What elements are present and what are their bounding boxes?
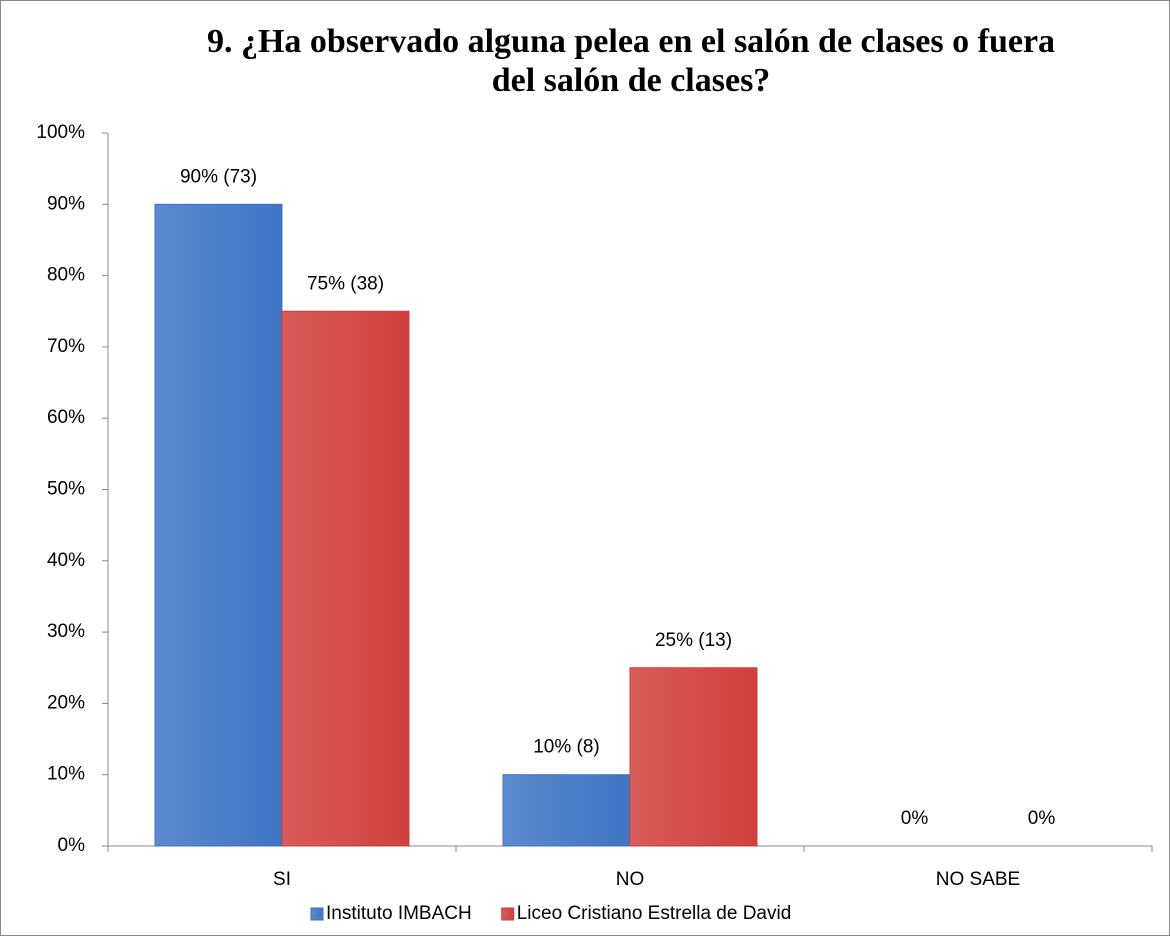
- legend-swatch: [501, 907, 515, 921]
- value-label: 90% (73): [180, 166, 257, 187]
- x-tick-label: NO SABE: [936, 869, 1020, 890]
- bar: [154, 203, 283, 847]
- x-tick-label: SI: [273, 869, 291, 890]
- y-tick-label: 50%: [47, 479, 85, 500]
- legend-label: Liceo Cristiano Estrella de David: [517, 903, 792, 924]
- y-tick-label: 60%: [47, 407, 85, 428]
- y-tick-label: 10%: [47, 764, 85, 785]
- value-label: 10% (8): [533, 737, 600, 758]
- y-tick-label: 100%: [36, 122, 85, 143]
- y-tick-label: 30%: [47, 621, 85, 642]
- y-tick-label: 0%: [58, 835, 86, 856]
- value-label: 25% (13): [655, 630, 732, 651]
- chart-title: 9. ¿Ha observado alguna pelea en el saló…: [206, 23, 1056, 99]
- legend-swatch: [310, 907, 324, 921]
- bar: [502, 774, 631, 847]
- legend-label: Instituto IMBACH: [326, 903, 472, 924]
- bar: [629, 667, 758, 847]
- value-label: 75% (38): [307, 273, 384, 294]
- y-tick-label: 90%: [47, 193, 85, 214]
- value-label: 0%: [1028, 808, 1056, 829]
- value-label: 0%: [901, 808, 929, 829]
- bar: [281, 310, 410, 847]
- y-tick-label: 70%: [47, 336, 85, 357]
- x-tick-label: NO: [616, 869, 645, 890]
- y-tick-label: 20%: [47, 692, 85, 713]
- y-tick-label: 80%: [47, 265, 85, 286]
- y-tick-label: 40%: [47, 550, 85, 571]
